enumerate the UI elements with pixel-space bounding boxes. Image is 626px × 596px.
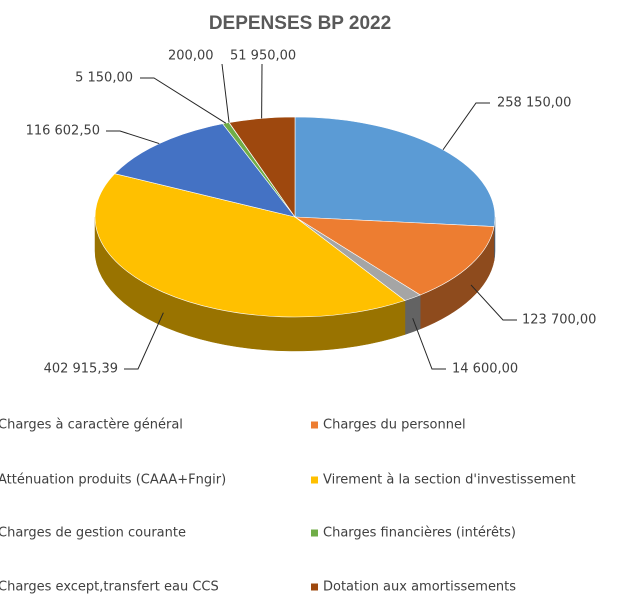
- legend-marker: [311, 583, 318, 591]
- data-label: 258 150,00: [497, 96, 571, 111]
- data-label: 123 700,00: [522, 313, 596, 328]
- slice: [293, 216, 495, 296]
- legend-marker: [311, 529, 318, 537]
- legend-marker: [311, 476, 318, 484]
- legend-label: Dotation aux amortissements: [323, 580, 516, 595]
- leader-line: [140, 77, 227, 124]
- legend-label: Charges de gestion courante: [0, 526, 186, 541]
- data-label: 51 950,00: [230, 49, 296, 64]
- legend-marker: [311, 421, 318, 429]
- legend-label: Virement à la section d'investissement: [323, 473, 576, 488]
- legend-label: Charges à caractère général: [0, 418, 183, 433]
- slice: [94, 173, 406, 318]
- leader-line: [442, 102, 490, 151]
- legend-label: Atténuation produits (CAAA+Fngir): [0, 473, 226, 488]
- chart-title: DEPENSES BP 2022: [209, 13, 391, 34]
- data-label: 200,00: [168, 49, 214, 64]
- data-label: 5 150,00: [75, 71, 133, 86]
- slice: [294, 116, 496, 227]
- legend-label: Charges financières (intérêts): [323, 526, 516, 541]
- legend-label: Charges except,transfert eau CCS: [0, 580, 219, 595]
- slice: [114, 123, 296, 218]
- data-label: 14 600,00: [452, 362, 518, 377]
- leader-line: [106, 130, 160, 145]
- data-label: 116 602,50: [26, 124, 100, 139]
- leader-line: [470, 284, 517, 321]
- slice-side: [404, 294, 421, 335]
- leader-line: [221, 63, 230, 123]
- leader-line: [412, 318, 446, 370]
- data-label: 402 915,39: [44, 362, 118, 377]
- leader-line: [124, 312, 164, 370]
- legend-label: Charges du personnel: [323, 418, 466, 433]
